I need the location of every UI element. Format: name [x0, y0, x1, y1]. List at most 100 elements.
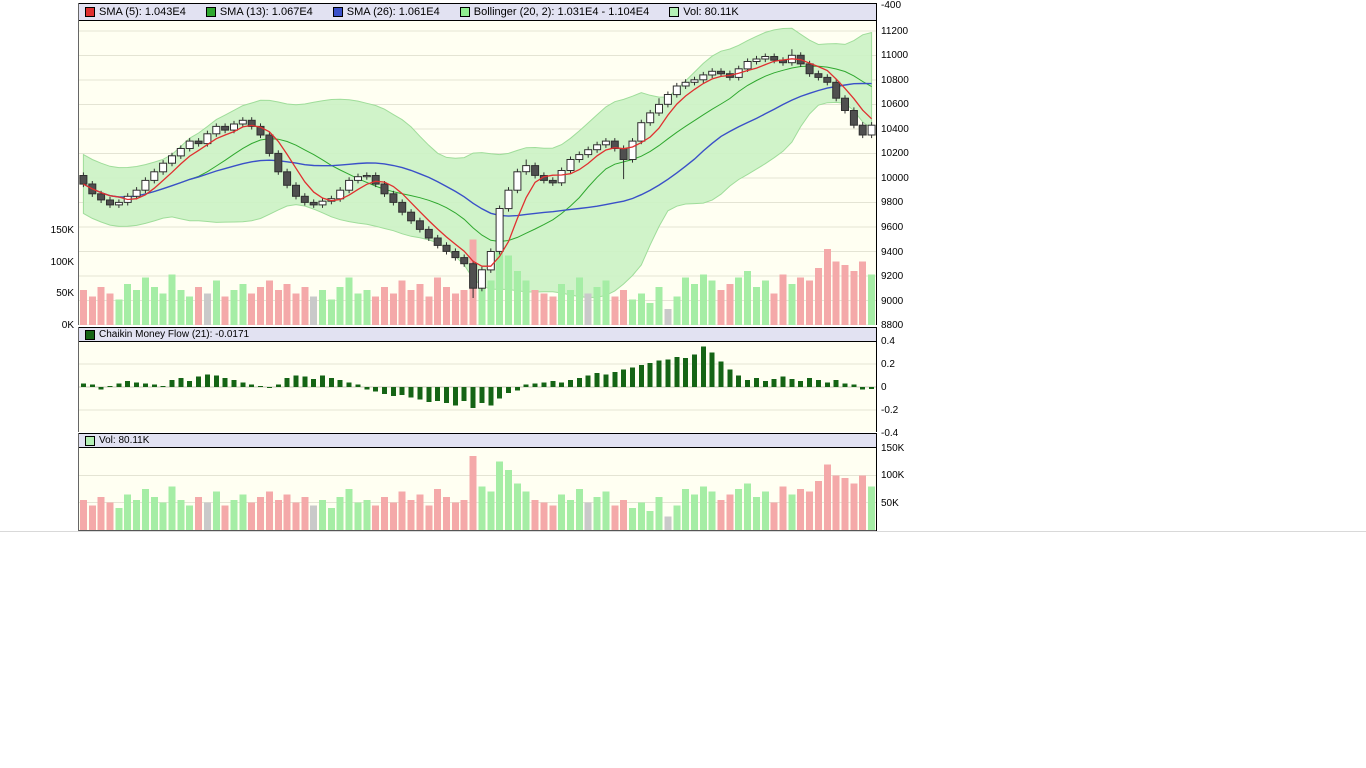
volume-overlay-bar: [726, 283, 734, 325]
legend-item-sma5[interactable]: SMA (5): 1.043E4: [85, 6, 186, 18]
cmf-chart[interactable]: [79, 342, 876, 432]
price-plot-area[interactable]: [79, 21, 876, 325]
volume-overlay-bar: [133, 290, 141, 325]
volume-overlay-bar: [168, 274, 176, 325]
volume-overlay-bar: [558, 283, 566, 325]
volume-bar: [327, 508, 335, 530]
cmf-bar: [585, 375, 591, 387]
volume-overlay-axis-label: 100K: [50, 256, 74, 268]
vol-legend-label: Vol: 80.11K: [683, 6, 739, 18]
previous-panel-axis-label: -400: [881, 0, 902, 11]
cmf-bar: [594, 373, 600, 387]
volume-bar: [398, 491, 406, 530]
price-panel: SMA (5): 1.043E4 SMA (13): 1.067E4 SMA (26…: [78, 3, 877, 325]
cmf-bar: [727, 369, 733, 387]
volume-bar: [150, 497, 158, 530]
volume-overlay-bar: [97, 287, 105, 325]
candle-body: [371, 175, 380, 185]
cmf-bar: [745, 380, 751, 387]
candle-body: [619, 148, 628, 160]
cmf-bar: [275, 384, 281, 387]
cmf-bar: [160, 385, 166, 387]
cmf-bar: [98, 387, 104, 390]
volume-overlay-bar: [505, 255, 512, 325]
cmf-plot-area[interactable]: [79, 342, 876, 432]
volume-bar: [79, 499, 87, 530]
volume-bar: [522, 491, 530, 530]
legend-item-vol[interactable]: Vol: 80.11K: [85, 435, 149, 446]
cmf-bar: [116, 383, 122, 387]
volume-bar: [443, 497, 450, 530]
volume-bar: [832, 475, 840, 530]
volume-chart[interactable]: [79, 448, 876, 530]
cmf-bar: [532, 383, 538, 387]
cmf-bar: [514, 387, 520, 391]
volume-bar: [381, 497, 388, 530]
volume-overlay-bar: [584, 293, 592, 325]
volume-bar: [292, 502, 300, 530]
volume-overlay-bar: [531, 290, 539, 325]
volume-bar: [841, 478, 849, 530]
volume-plot-area[interactable]: [79, 448, 876, 531]
volume-overlay-bar: [682, 277, 690, 325]
cmf-axis-label: 0.2: [881, 358, 895, 370]
cmf-bar: [762, 381, 768, 387]
legend-item-vol[interactable]: Vol: 80.11K: [669, 6, 739, 18]
volume-overlay-bar: [753, 287, 760, 325]
volume-overlay-bar: [779, 274, 787, 325]
cmf-bar: [674, 357, 680, 387]
legend-item-sma13[interactable]: SMA (13): 1.067E4: [205, 6, 313, 18]
candle-body: [663, 94, 672, 105]
legend-item-sma26[interactable]: SMA (26): 1.061E4: [332, 6, 440, 18]
volume-overlay-bar: [292, 293, 300, 325]
cmf-bar: [346, 382, 352, 387]
candle-body: [495, 208, 504, 252]
legend-item-bollinger[interactable]: Bollinger (20, 2): 1.031E4 - 1.104E4: [459, 6, 649, 18]
volume-bar: [283, 494, 291, 530]
cmf-bar: [187, 381, 193, 387]
volume-bar: [195, 497, 203, 530]
cmf-bar: [293, 375, 299, 387]
volume-overlay-bar: [717, 290, 725, 325]
candle-body: [389, 193, 398, 203]
cmf-bar: [656, 360, 662, 387]
volume-overlay-bar: [195, 287, 203, 325]
volume-overlay-bar: [203, 293, 211, 325]
volume-overlay-bar: [460, 290, 468, 325]
candle-body: [849, 110, 858, 126]
price-chart[interactable]: [79, 21, 876, 325]
cmf-bar: [621, 369, 627, 387]
volume-bar: [478, 486, 486, 530]
cmf-bar: [142, 383, 148, 387]
legend-item-cmf[interactable]: Chaikin Money Flow (21): -0.0171: [85, 329, 249, 340]
candle-body: [106, 199, 114, 206]
cmf-bar: [807, 377, 813, 387]
volume-bar: [239, 494, 247, 530]
candle-body: [336, 189, 345, 200]
candle-body: [318, 200, 327, 206]
volume-bar: [460, 499, 468, 530]
cmf-bar: [780, 376, 786, 387]
price-axis-label: 10400: [881, 123, 909, 135]
volume-bar: [806, 491, 814, 530]
volume-bar: [726, 494, 734, 530]
volume-bar: [779, 486, 787, 530]
volume-overlay-bar: [310, 296, 318, 325]
volume-overlay-bar: [177, 290, 185, 325]
volume-bar: [487, 491, 495, 530]
volume-overlay-bar: [115, 299, 123, 325]
volume-overlay-bar: [691, 283, 698, 325]
cmf-bar: [692, 354, 697, 387]
volume-overlay-bar: [540, 293, 548, 325]
volume-overlay-bar: [575, 277, 583, 325]
volume-overlay-bar: [327, 299, 335, 325]
volume-bar: [301, 497, 309, 530]
candle-body: [867, 124, 876, 136]
volume-bar: [319, 499, 326, 530]
candle-body: [761, 56, 770, 60]
candle-body: [415, 220, 424, 230]
candle-body: [548, 179, 557, 184]
volume-overlay-bar: [265, 280, 273, 325]
window-bottom-edge: [0, 531, 1366, 532]
